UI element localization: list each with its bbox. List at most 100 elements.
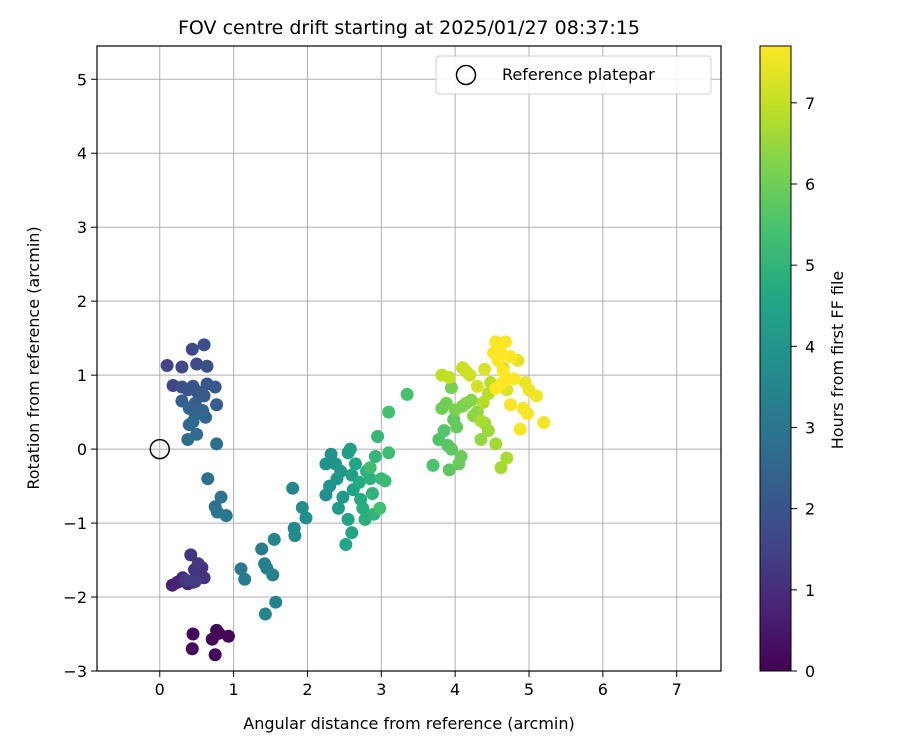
- data-point: [197, 389, 211, 403]
- colorbar-label: Hours from first FF file: [828, 271, 847, 450]
- data-point: [513, 422, 527, 436]
- data-point: [478, 362, 492, 376]
- legend-box: [435, 55, 712, 95]
- data-point: [191, 557, 205, 571]
- data-point: [378, 474, 392, 488]
- data-point: [160, 359, 174, 373]
- data-point: [208, 648, 222, 662]
- y-axis-label: Rotation from reference (arcmin): [24, 226, 43, 489]
- data-point: [186, 627, 200, 641]
- data-point: [339, 538, 353, 552]
- legend-reference-icon: [455, 64, 477, 86]
- y-tick-label: −3: [63, 662, 87, 681]
- colorbar-tick-label: 2: [805, 500, 815, 519]
- data-point: [500, 451, 514, 465]
- data-point: [426, 458, 440, 472]
- y-tick-label: 5: [77, 70, 87, 89]
- data-point: [439, 396, 453, 410]
- x-tick-label: 4: [450, 680, 460, 699]
- colorbar-tick-label: 1: [805, 581, 815, 600]
- data-point: [444, 381, 458, 395]
- y-tick-label: 4: [77, 144, 87, 163]
- data-point: [286, 481, 300, 495]
- data-point: [181, 432, 195, 446]
- y-tick-label: 1: [77, 366, 87, 385]
- data-point: [464, 393, 478, 407]
- data-point: [234, 562, 248, 576]
- data-point: [474, 414, 488, 428]
- data-point: [258, 607, 272, 621]
- data-point: [185, 642, 199, 656]
- y-tick-label: 2: [77, 292, 87, 311]
- data-point: [299, 511, 313, 525]
- data-point: [179, 573, 193, 587]
- data-point: [356, 501, 370, 515]
- chart-title: FOV centre drift starting at 2025/01/27 …: [178, 17, 640, 39]
- data-point: [200, 359, 214, 373]
- data-point: [363, 472, 377, 486]
- data-point: [521, 407, 535, 421]
- data-point: [219, 509, 233, 523]
- data-point: [295, 501, 309, 515]
- data-point: [266, 568, 280, 582]
- data-point: [481, 424, 495, 438]
- data-point: [201, 472, 215, 486]
- data-point: [334, 464, 348, 478]
- data-point: [454, 450, 468, 464]
- data-point: [537, 415, 551, 429]
- data-point: [319, 457, 333, 471]
- x-tick-label: 0: [155, 680, 165, 699]
- data-point: [382, 405, 396, 419]
- colorbar-ticks: 0 1 2 3 4 5 6 7: [791, 94, 815, 681]
- y-axis-ticks: −3 −2 −1 0 1 2 3 4 5: [63, 70, 97, 681]
- x-axis-ticks: 0 1 2 3 4 5 6 7: [155, 671, 682, 699]
- x-tick-label: 2: [302, 680, 312, 699]
- data-point: [336, 490, 350, 504]
- grid-lines: [97, 46, 721, 672]
- y-tick-label: −1: [63, 514, 87, 533]
- y-tick-label: 0: [77, 440, 87, 459]
- data-point: [442, 370, 456, 384]
- x-tick-label: 5: [524, 680, 534, 699]
- data-point: [188, 575, 202, 589]
- data-point: [437, 424, 451, 438]
- data-point: [221, 629, 235, 643]
- data-point: [368, 450, 382, 464]
- data-point: [498, 335, 512, 349]
- reference-platepar-marker: [149, 438, 171, 460]
- data-point: [210, 398, 224, 412]
- data-point: [504, 350, 518, 364]
- data-point: [494, 461, 508, 475]
- data-point: [269, 595, 283, 609]
- y-tick-label: 3: [77, 218, 87, 237]
- reference-marker-layer: [149, 438, 171, 460]
- colorbar-gradient: [759, 45, 792, 672]
- data-point: [365, 486, 379, 500]
- data-point: [184, 548, 198, 562]
- data-point: [494, 377, 508, 391]
- legend-reference-label: Reference platepar: [502, 65, 655, 84]
- data-point: [210, 437, 224, 451]
- data-point: [470, 379, 484, 393]
- data-point: [474, 432, 488, 446]
- colorbar-tick-label: 5: [805, 256, 815, 275]
- colorbar-tick-label: 6: [805, 175, 815, 194]
- data-point: [214, 490, 228, 504]
- data-point: [382, 446, 396, 460]
- data-point: [186, 415, 200, 429]
- x-tick-label: 7: [672, 680, 682, 699]
- data-point: [255, 542, 269, 556]
- data-points: [160, 335, 551, 662]
- data-point: [373, 501, 387, 515]
- data-point: [363, 461, 377, 475]
- data-point: [288, 529, 302, 543]
- data-point: [190, 357, 204, 371]
- data-point: [489, 437, 503, 451]
- data-point: [442, 463, 456, 477]
- data-point: [197, 338, 211, 352]
- legend: Reference platepar: [435, 55, 712, 95]
- data-point: [371, 430, 385, 444]
- colorbar-tick-label: 3: [805, 418, 815, 437]
- data-point: [238, 572, 252, 586]
